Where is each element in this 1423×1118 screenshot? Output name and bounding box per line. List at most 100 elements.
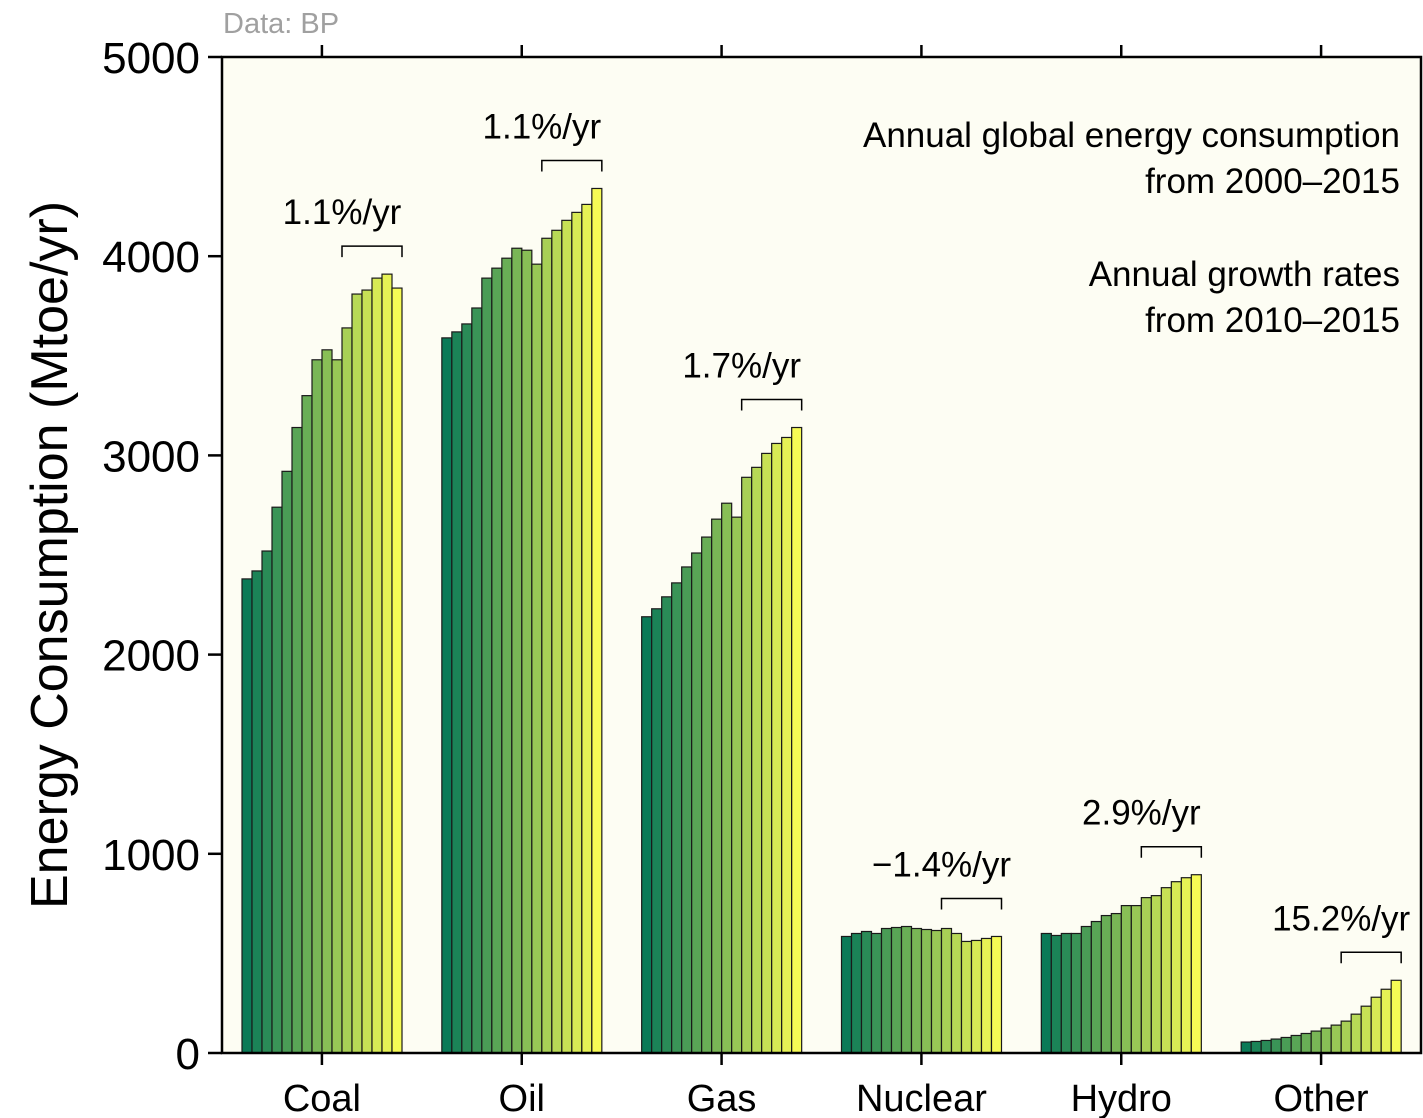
bar-nuclear-2006	[900, 925, 913, 1054]
bar-hydro-2013	[1170, 881, 1182, 1054]
plot-background	[222, 57, 1421, 1053]
y-tick-label-2000: 2000	[102, 632, 200, 681]
growth-rate-label-coal: 1.1%/yr	[283, 193, 402, 232]
y-tick-label-5000: 5000	[102, 34, 200, 83]
y-tick-label-1000: 1000	[102, 831, 200, 880]
bar-nuclear-2013	[970, 939, 983, 1054]
bar-nuclear-2000	[840, 935, 853, 1054]
bar-nuclear-2001	[850, 932, 863, 1054]
y-axis-label: Energy Consumption (Mtoe/yr)	[21, 201, 79, 909]
bar-coal-2012	[361, 289, 373, 1054]
growth-rate-label-nuclear: −1.4%/yr	[872, 846, 1011, 885]
bar-nuclear-2009	[930, 929, 943, 1054]
bar-hydro-2006	[1100, 914, 1112, 1054]
bar-nuclear-2015	[990, 935, 1003, 1054]
bar-hydro-2015	[1190, 874, 1202, 1054]
bar-oil-2013	[571, 211, 583, 1054]
bar-gas-2015	[791, 426, 803, 1054]
bar-nuclear-2014	[980, 937, 993, 1054]
bar-coal-2011	[351, 293, 363, 1054]
growth-bracket-coal	[341, 245, 403, 258]
bar-gas-2007	[711, 518, 723, 1054]
bar-other-2004	[1280, 1036, 1292, 1054]
bar-other-2007	[1310, 1030, 1322, 1054]
bar-oil-2012	[561, 219, 573, 1054]
bar-other-2000	[1240, 1041, 1252, 1054]
bar-other-2005	[1290, 1034, 1302, 1054]
growth-rate-label-hydro: 2.9%/yr	[1082, 794, 1201, 833]
bar-coal-2001	[251, 570, 263, 1054]
bar-gas-2005	[691, 552, 703, 1054]
bar-hydro-2002	[1060, 932, 1072, 1054]
bar-oil-2000	[441, 337, 453, 1054]
bar-hydro-2003	[1070, 932, 1082, 1054]
bar-other-2012	[1360, 1005, 1372, 1054]
data-source-label: Data: BP	[223, 8, 339, 40]
bar-other-2009	[1330, 1024, 1342, 1054]
bar-hydro-2010	[1140, 897, 1152, 1054]
bar-gas-2000	[641, 616, 653, 1054]
growth-bracket-oil	[541, 159, 603, 172]
bar-coal-2000	[241, 578, 253, 1054]
bar-hydro-2011	[1150, 895, 1162, 1054]
bar-hydro-2012	[1160, 887, 1172, 1054]
x-category-label-other: Other	[1274, 1078, 1369, 1118]
bar-other-2014	[1380, 988, 1392, 1054]
annotation-growth-line-1: Annual growth rates	[1089, 255, 1400, 294]
bar-gas-2008	[721, 502, 733, 1054]
bar-hydro-2007	[1110, 912, 1122, 1054]
growth-bracket-gas	[740, 398, 803, 411]
bar-coal-2009	[331, 359, 343, 1054]
plot-frame	[220, 55, 1423, 1055]
bar-hydro-2001	[1050, 934, 1062, 1054]
bar-nuclear-2005	[890, 926, 903, 1054]
bar-nuclear-2007	[910, 927, 923, 1054]
bar-coal-2004	[281, 470, 293, 1054]
x-category-label-coal: Coal	[283, 1078, 361, 1118]
bar-nuclear-2012	[960, 940, 973, 1054]
y-tick-label-4000: 4000	[102, 233, 200, 282]
bar-gas-2010	[741, 476, 753, 1054]
bar-group-gas: 1.7%/yr	[641, 347, 803, 1054]
bar-nuclear-2004	[880, 927, 893, 1054]
bar-nuclear-2003	[870, 932, 883, 1054]
bar-oil-2002	[461, 323, 473, 1054]
bar-other-2003	[1270, 1038, 1282, 1054]
bar-hydro-2000	[1040, 932, 1052, 1054]
bar-oil-2014	[581, 203, 593, 1054]
axes-layer: 0 1000 2000 3000 4000 5000 Coal Oil Gas Nuclear Hy…	[102, 34, 1423, 1118]
bar-oil-2008	[521, 249, 533, 1054]
annotation-growth-line-2: from 2010–2015	[1145, 301, 1400, 340]
bar-oil-2011	[551, 229, 563, 1054]
bar-oil-2004	[481, 277, 493, 1054]
bar-oil-2007	[511, 247, 523, 1054]
x-category-label-oil: Oil	[499, 1078, 545, 1118]
bar-gas-2006	[701, 536, 713, 1054]
bar-gas-2004	[681, 566, 693, 1054]
annotation-title-line-2: from 2000–2015	[1145, 162, 1400, 201]
bar-gas-2003	[671, 582, 683, 1054]
bar-coal-2014	[381, 273, 393, 1054]
x-category-label-hydro: Hydro	[1071, 1078, 1172, 1118]
y-tick-label-3000: 3000	[102, 432, 200, 481]
bar-coal-2005	[291, 426, 303, 1054]
bar-gas-2001	[651, 608, 663, 1054]
bar-oil-2005	[491, 267, 503, 1054]
growth-rate-label-gas: 1.7%/yr	[682, 347, 801, 386]
bar-hydro-2009	[1130, 904, 1142, 1054]
bar-group-hydro: 2.9%/yr	[1040, 794, 1203, 1054]
bar-coal-2007	[311, 359, 323, 1054]
bar-hydro-2014	[1180, 877, 1192, 1054]
bar-other-2001	[1250, 1040, 1262, 1054]
bar-hydro-2004	[1080, 925, 1092, 1054]
x-category-label-nuclear: Nuclear	[856, 1078, 987, 1118]
bar-gas-2011	[751, 466, 763, 1054]
bar-other-2015	[1390, 979, 1402, 1054]
bar-coal-2002	[261, 550, 273, 1054]
growth-rate-label-oil: 1.1%/yr	[483, 107, 602, 146]
growth-bracket-nuclear	[940, 897, 1003, 910]
bar-other-2002	[1260, 1039, 1272, 1054]
bar-other-2013	[1370, 996, 1382, 1054]
bar-gas-2002	[661, 596, 673, 1054]
bar-other-2011	[1350, 1013, 1362, 1054]
